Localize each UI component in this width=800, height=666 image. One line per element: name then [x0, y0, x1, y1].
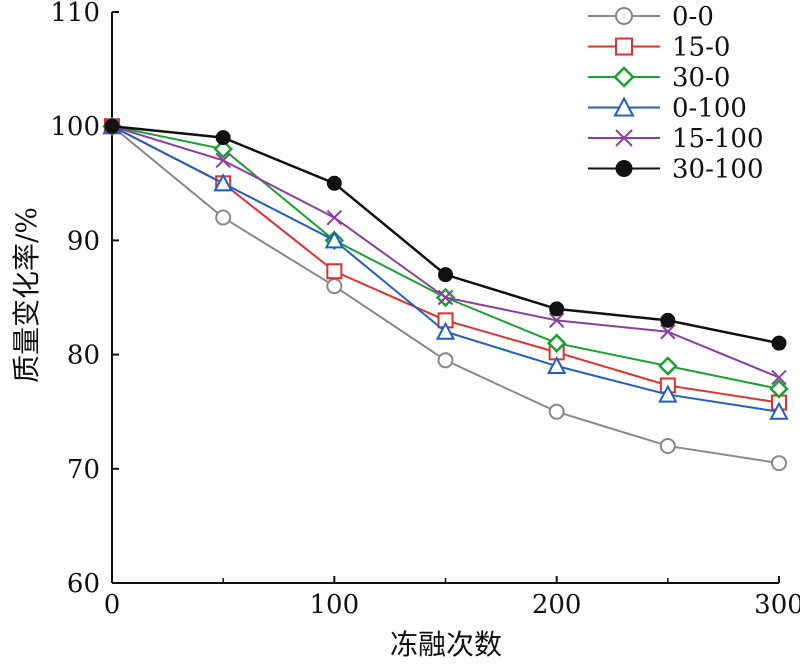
axes: 60 70 80 90 100 110 0 100 200 300 [50, 0, 800, 620]
series-30-100 [104, 118, 787, 351]
y-tick-label: 60 [67, 569, 100, 599]
y-tick-label: 100 [50, 112, 100, 142]
data-point [215, 152, 231, 169]
legend-label: 30-0 [672, 63, 730, 93]
data-point [324, 230, 345, 249]
data-point [213, 139, 233, 159]
legend-marker [615, 37, 633, 56]
data-point [438, 267, 453, 283]
data-point [658, 384, 678, 403]
data-point [771, 335, 787, 351]
legend-entry: 30-100 [588, 155, 764, 185]
data-point [326, 278, 343, 295]
legend-label: 15-0 [672, 33, 730, 63]
legend-marker [615, 160, 633, 177]
data-point [437, 289, 454, 306]
legend-entry: 0-100 [588, 94, 747, 124]
data-point [104, 118, 120, 134]
legend-entry: 15-0 [588, 33, 730, 63]
data-point [326, 209, 343, 226]
data-point [660, 324, 676, 340]
legend-marker [615, 7, 633, 25]
legend-label: 0-0 [672, 2, 714, 32]
x-axis-label: 冻融次数 [390, 628, 502, 661]
data-point [215, 130, 231, 146]
y-tick-label: 90 [67, 226, 100, 256]
y-tick-label: 110 [50, 0, 100, 28]
data-point [546, 333, 567, 353]
data-point [660, 312, 676, 328]
legend-marker [615, 129, 633, 147]
x-tick-label: 100 [310, 590, 360, 620]
data-point [213, 173, 233, 192]
data-point [437, 352, 454, 369]
legend-label: 15-100 [672, 124, 764, 154]
data-point [548, 403, 565, 420]
x-tick-label: 300 [754, 590, 800, 620]
legend-entry: 0-0 [588, 2, 714, 32]
data-point [549, 301, 565, 317]
x-tick-label: 200 [532, 590, 582, 620]
data-point [215, 209, 232, 226]
data-point [435, 321, 456, 340]
data-point [326, 175, 342, 191]
data-point [548, 312, 565, 329]
legend-marker [613, 96, 635, 117]
legend-entry: 15-100 [588, 124, 764, 154]
data-point [769, 379, 789, 399]
series-layer [102, 116, 789, 472]
data-point [771, 369, 787, 386]
data-point [658, 356, 678, 376]
legend-label: 30-100 [672, 155, 764, 185]
legend-marker [613, 66, 635, 88]
data-point [771, 455, 787, 472]
y-tick-label: 70 [67, 455, 100, 485]
data-point [326, 263, 343, 280]
y-axis-label: 质量变化率/% [10, 207, 43, 383]
data-point [547, 355, 567, 375]
legend-label: 0-100 [672, 94, 747, 124]
data-point [769, 401, 789, 420]
legend-entry: 30-0 [588, 63, 730, 93]
x-tick-label: 0 [104, 590, 121, 620]
data-point [659, 437, 676, 454]
y-tick-label: 80 [67, 341, 100, 371]
